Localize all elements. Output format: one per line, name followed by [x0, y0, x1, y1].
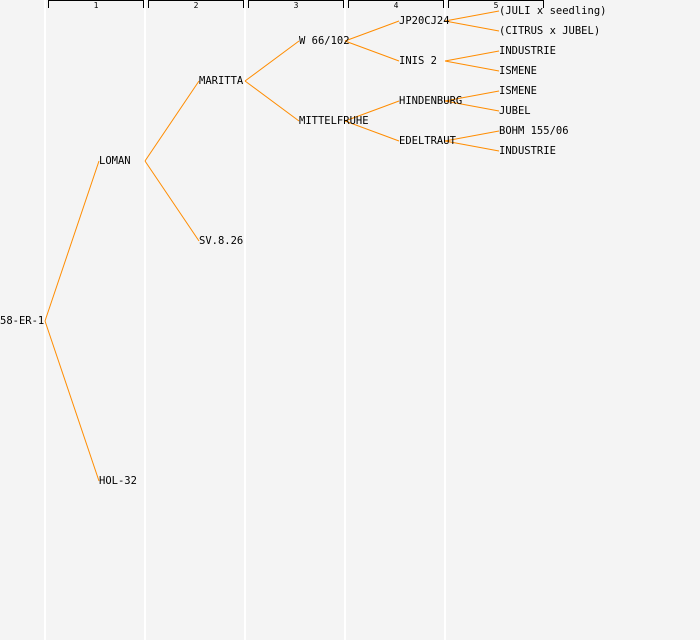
pedigree-node[interactable]: HOL-32 — [99, 475, 137, 487]
generation-header: 3 — [248, 0, 344, 10]
pedigree-node[interactable]: W 66/102 — [299, 35, 350, 47]
pedigree-node[interactable]: JP20CJ24 — [399, 15, 450, 27]
pedigree-node[interactable]: MARITTA — [199, 75, 244, 87]
generation-header: 2 — [148, 0, 244, 10]
pedigree-node[interactable]: ISMENE — [499, 65, 537, 77]
pedigree-node[interactable]: INIS 2 — [399, 55, 437, 67]
pedigree-node[interactable]: ISMENE — [499, 85, 537, 97]
pedigree-node[interactable]: INDUSTRIE — [499, 45, 556, 57]
generation-header: 1 — [48, 0, 144, 10]
column-divider — [144, 0, 146, 640]
pedigree-link — [444, 10, 500, 22]
pedigree-node[interactable]: LOMAN — [99, 155, 131, 167]
pedigree-node[interactable]: EDELTRAUT — [399, 135, 456, 147]
pedigree-link — [244, 40, 300, 82]
pedigree-node[interactable]: BOHM 155/06 — [499, 125, 569, 137]
generation-header: 5 — [448, 0, 544, 10]
pedigree-link — [444, 140, 500, 152]
pedigree-node[interactable]: SV.8.26 — [199, 235, 244, 247]
generation-header: 4 — [348, 0, 444, 10]
pedigree-link — [244, 80, 300, 122]
pedigree-node[interactable]: (CITRUS x JUBEL) — [499, 25, 601, 37]
pedigree-link — [444, 50, 500, 62]
pedigree-link — [344, 20, 400, 42]
column-divider — [344, 0, 346, 640]
pedigree-root[interactable]: 58-ER-1 — [0, 315, 45, 327]
column-divider — [444, 0, 446, 640]
pedigree-node[interactable]: INDUSTRIE — [499, 145, 556, 157]
pedigree-link — [44, 320, 100, 482]
pedigree-link — [444, 20, 500, 32]
pedigree-link — [344, 100, 400, 122]
pedigree-link — [444, 100, 500, 112]
pedigree-link — [144, 80, 200, 162]
pedigree-link — [44, 160, 100, 322]
pedigree-link — [144, 160, 200, 242]
pedigree-node[interactable]: (JULI x seedling) — [499, 5, 607, 17]
pedigree-link — [344, 40, 400, 62]
pedigree-link — [444, 130, 500, 142]
pedigree-node[interactable]: MITTELFRUHE — [299, 115, 369, 127]
pedigree-link — [344, 120, 400, 142]
pedigree-link — [444, 60, 500, 72]
column-divider — [244, 0, 246, 640]
pedigree-node[interactable]: HINDENBURG — [399, 95, 463, 107]
pedigree-link — [444, 90, 500, 102]
pedigree-node[interactable]: JUBEL — [499, 105, 531, 117]
